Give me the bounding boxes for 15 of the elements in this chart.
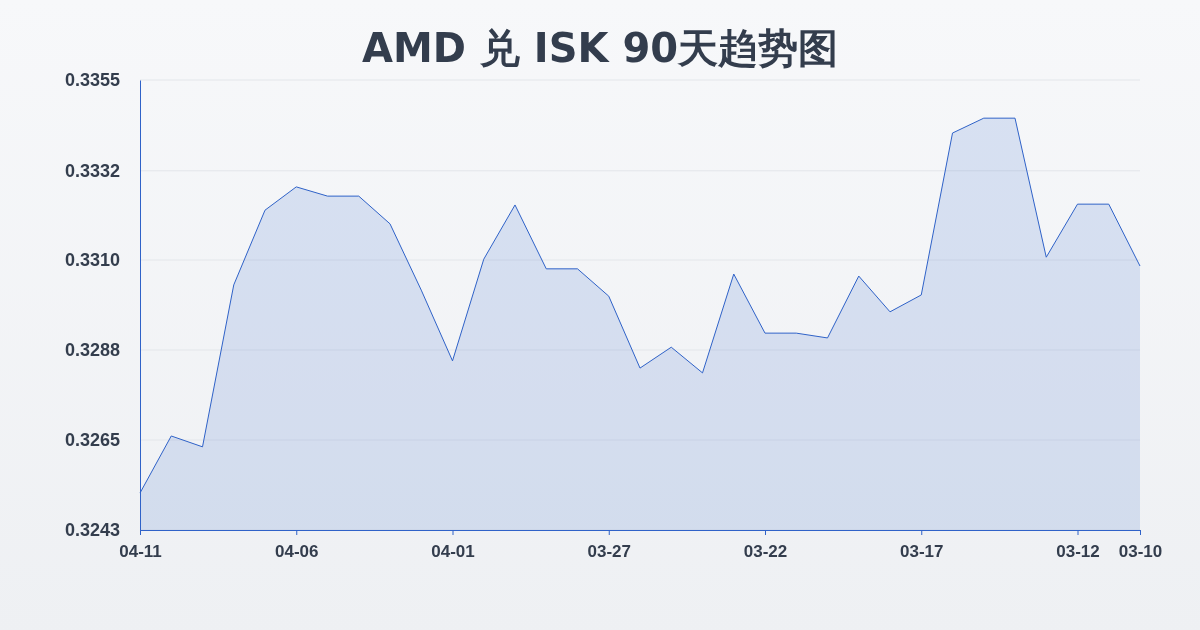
- x-tick-label: 04-11: [119, 541, 162, 561]
- x-tick-label: 03-27: [587, 541, 631, 561]
- x-tick-label: 03-12: [1056, 541, 1100, 561]
- y-tick-label: 0.3332: [64, 161, 120, 182]
- x-tick-label: 03-22: [743, 541, 788, 561]
- y-tick-label: 0.3310: [64, 250, 120, 271]
- y-tick-label: 0.3265: [64, 430, 120, 451]
- x-tick-label: 03-10: [1118, 541, 1163, 561]
- y-tick-label: 0.3288: [64, 340, 120, 361]
- x-tick-label: 04-01: [431, 541, 475, 561]
- x-tick-label: 04-06: [275, 541, 319, 561]
- y-tick-label: 0.3243: [64, 520, 120, 541]
- y-tick-label: 0.3355: [64, 70, 120, 91]
- chart-title: AMD 兑 ISK 90天趋势图: [361, 25, 839, 71]
- x-tick-label: 03-17: [900, 541, 944, 561]
